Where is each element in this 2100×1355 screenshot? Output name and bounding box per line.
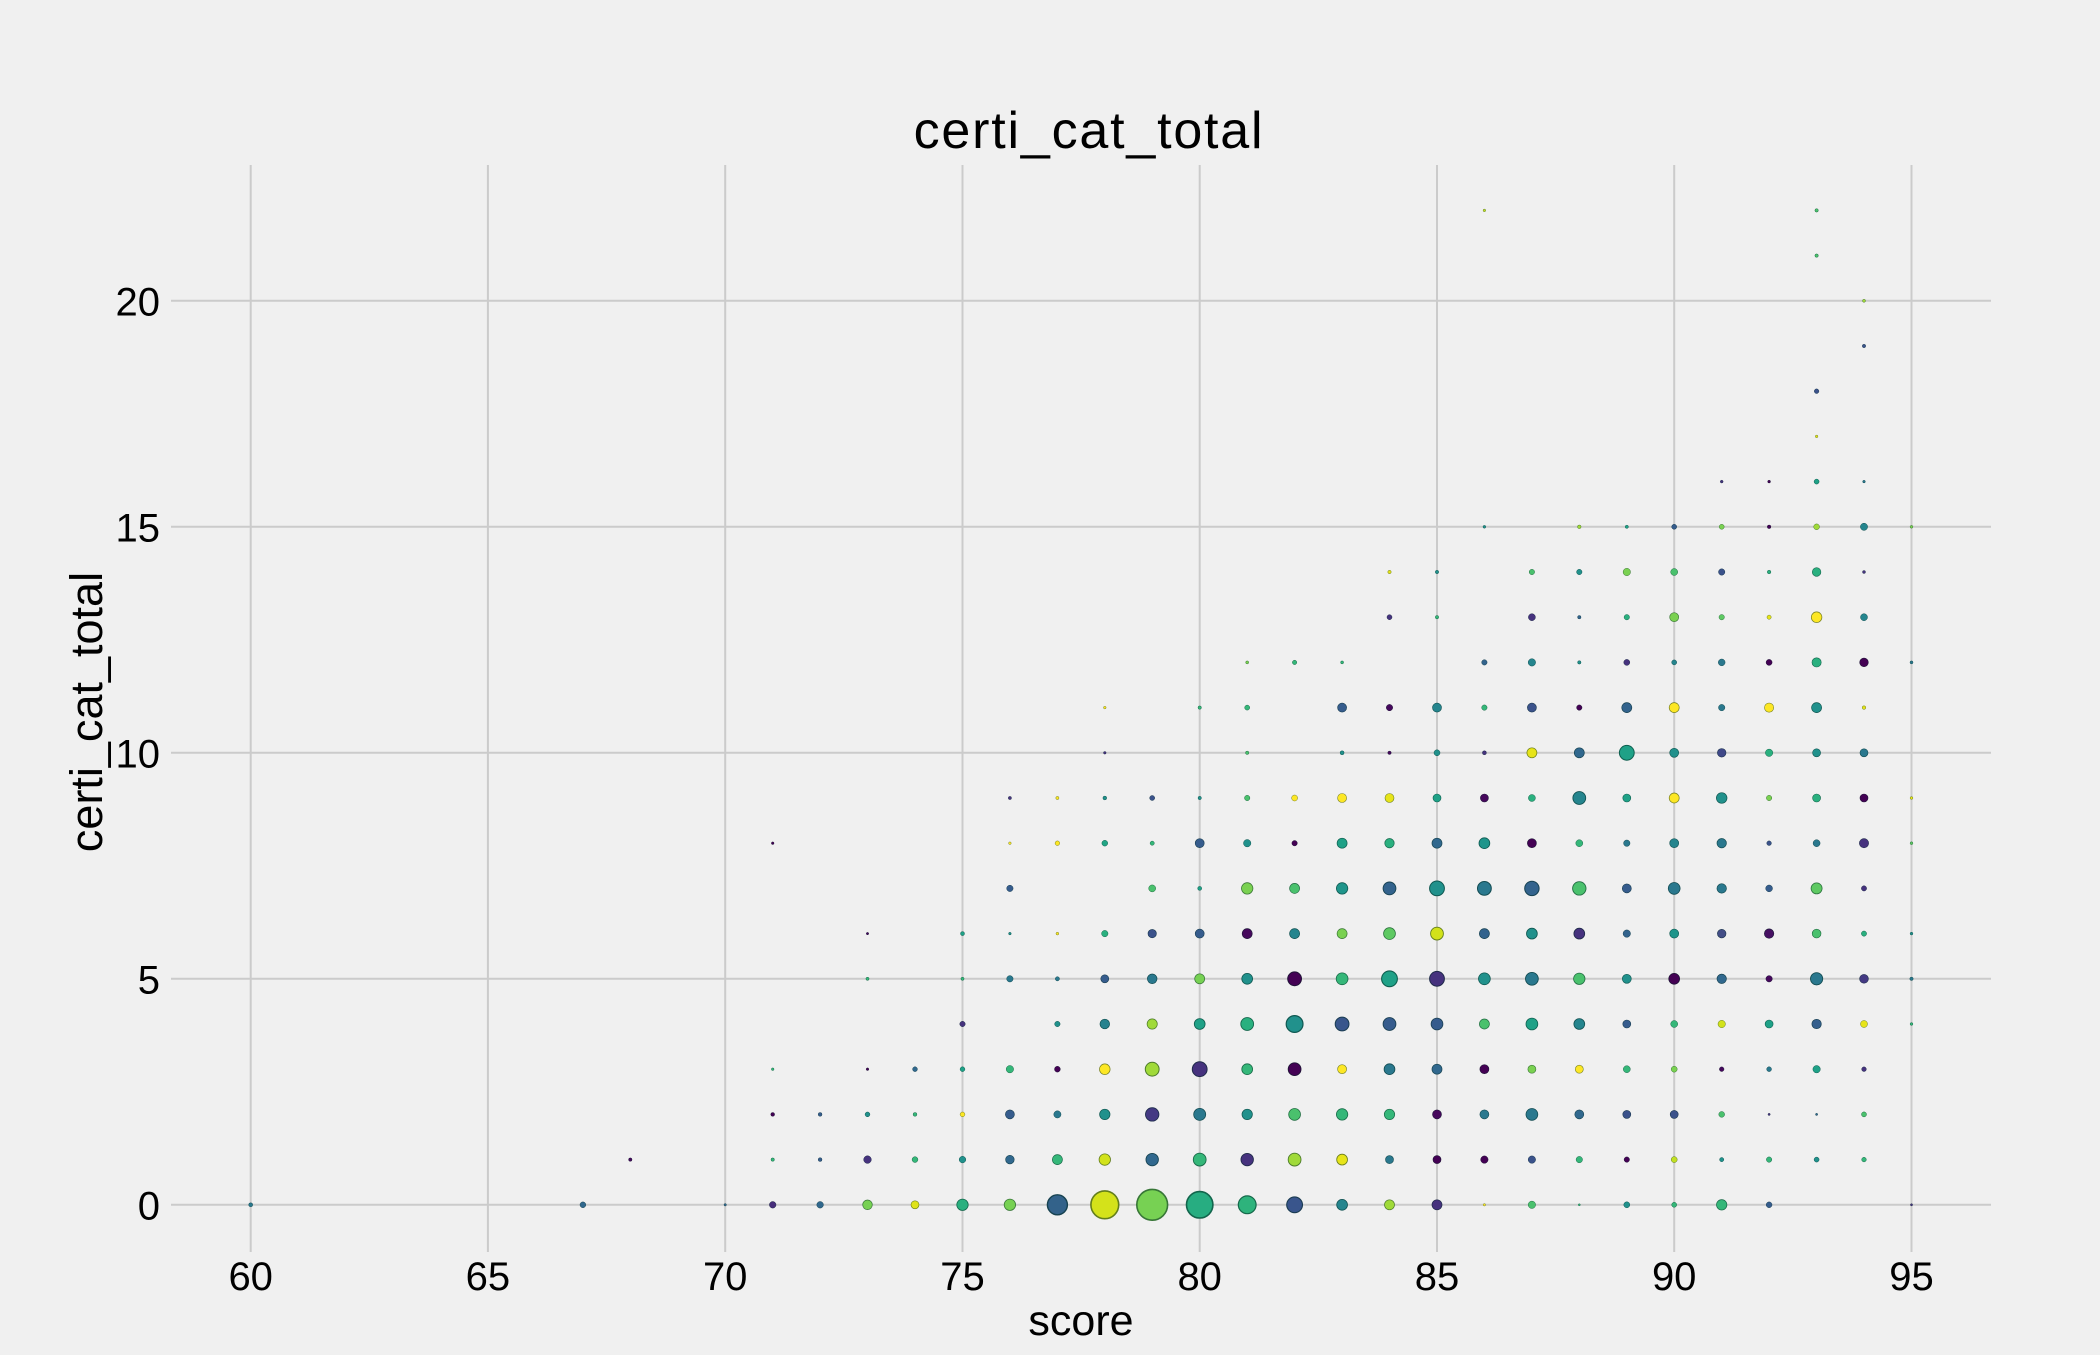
svg-text:20: 20 <box>116 280 161 324</box>
svg-text:certi_cat_total: certi_cat_total <box>914 102 1265 160</box>
svg-text:70: 70 <box>703 1255 748 1299</box>
svg-text:90: 90 <box>1652 1255 1697 1299</box>
svg-text:65: 65 <box>466 1255 511 1299</box>
svg-text:certi_cat_total: certi_cat_total <box>61 572 112 852</box>
svg-text:95: 95 <box>1889 1255 1934 1299</box>
svg-text:0: 0 <box>138 1184 160 1228</box>
svg-text:5: 5 <box>138 958 160 1002</box>
svg-text:10: 10 <box>116 732 161 776</box>
svg-text:75: 75 <box>940 1255 985 1299</box>
svg-text:score: score <box>1028 1297 1133 1345</box>
svg-text:60: 60 <box>228 1255 273 1299</box>
svg-text:15: 15 <box>116 506 161 550</box>
svg-text:85: 85 <box>1415 1255 1460 1299</box>
svg-text:80: 80 <box>1177 1255 1222 1299</box>
